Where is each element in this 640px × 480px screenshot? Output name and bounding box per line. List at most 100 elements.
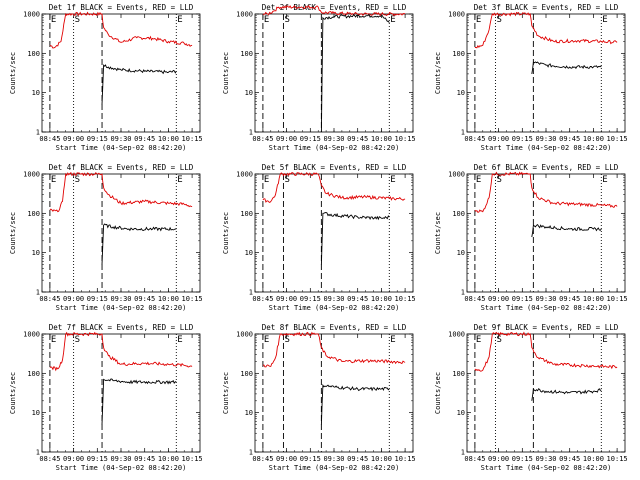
x-tick-label: 10:00	[158, 135, 179, 143]
time-marker-label: E	[476, 15, 481, 25]
y-axis-label: Counts/sec	[222, 372, 230, 414]
x-tick-label: 08:45	[464, 295, 485, 303]
chart-title: Det 1f BLACK = Events, RED = LLD	[49, 3, 194, 12]
time-marker-label: S	[284, 15, 289, 25]
plot-frame	[254, 173, 414, 293]
time-marker-label: S	[75, 335, 80, 345]
x-tick-label: 10:15	[182, 135, 203, 143]
time-marker-label: E	[602, 335, 607, 345]
chart-title: Det 4f BLACK = Events, RED = LLD	[49, 163, 194, 172]
lld-series-line	[474, 171, 618, 213]
time-marker-label: E	[390, 175, 395, 185]
events-series-line	[531, 61, 602, 74]
x-axis-label: Start Time (04-Sep-02 08:42:20)	[481, 464, 612, 472]
x-tick-label: 09:15	[512, 455, 533, 463]
x-tick-label: 09:15	[87, 295, 108, 303]
y-tick-label: 1	[461, 129, 465, 137]
time-marker-label: S	[284, 175, 289, 185]
y-tick-label: 1	[461, 449, 465, 457]
chart-panel: Det 3f BLACK = Events, RED = LLD 1 10 100 10…	[434, 3, 628, 152]
y-tick-label: 100	[240, 210, 253, 218]
x-tick-label: 09:00	[488, 135, 509, 143]
chart-panel: Det 1f BLACK = Events, RED = LLD 1 10 100 10…	[9, 3, 203, 152]
x-tick-label: 08:45	[252, 295, 273, 303]
x-tick-label: 08:45	[252, 455, 273, 463]
x-tick-label: 09:00	[276, 455, 297, 463]
x-tick-label: 09:30	[323, 295, 344, 303]
y-tick-label: 10	[457, 249, 465, 257]
x-axis-label: Start Time (04-Sep-02 08:42:20)	[269, 304, 400, 312]
time-marker-label: E	[390, 335, 395, 345]
events-series-line	[101, 223, 177, 265]
x-tick-label: 10:15	[182, 295, 203, 303]
plot-frame	[254, 333, 414, 453]
x-tick-label: 09:15	[512, 295, 533, 303]
plot-frame	[466, 13, 626, 133]
x-tick-label: 09:45	[134, 295, 155, 303]
chart-title: Det 5f BLACK = Events, RED = LLD	[262, 163, 407, 172]
x-tick-label: 10:15	[182, 455, 203, 463]
chart-title: Det 3f BLACK = Events, RED = LLD	[474, 3, 619, 12]
plot-frame	[466, 333, 626, 453]
plot-frame	[41, 173, 201, 293]
y-tick-label: 10	[32, 89, 40, 97]
x-tick-label: 09:30	[323, 455, 344, 463]
y-tick-label: 1	[36, 289, 40, 297]
y-tick-label: 1	[36, 449, 40, 457]
x-tick-label: 08:45	[464, 135, 485, 143]
x-tick-label: 09:30	[535, 135, 556, 143]
y-tick-label: 1000	[23, 171, 40, 179]
y-tick-label: 10	[32, 409, 40, 417]
y-axis-label: Counts/sec	[9, 212, 17, 254]
x-tick-label: 10:00	[371, 455, 392, 463]
lld-series-line	[49, 331, 193, 372]
lld-series-line	[474, 331, 618, 372]
y-tick-label: 1	[249, 129, 253, 137]
y-tick-label: 100	[27, 370, 40, 378]
chart-panel: Det 9f BLACK = Events, RED = LLD 1 10 100 10…	[434, 323, 628, 472]
y-tick-label: 1000	[23, 331, 40, 339]
time-marker-label: E	[476, 335, 481, 345]
events-series-line	[531, 223, 602, 238]
x-tick-label: 10:00	[583, 455, 604, 463]
x-tick-label: 09:45	[559, 135, 580, 143]
time-marker-label: E	[476, 175, 481, 185]
chart-title: Det 8f BLACK = Events, RED = LLD	[262, 323, 407, 332]
chart-title: Det 2f BLACK = Events, RED = LLD	[262, 3, 407, 12]
time-marker-label: E	[51, 335, 56, 345]
x-tick-label: 09:00	[276, 135, 297, 143]
y-tick-label: 100	[452, 210, 465, 218]
x-tick-label: 08:45	[464, 455, 485, 463]
x-tick-label: 09:30	[323, 135, 344, 143]
y-tick-label: 100	[27, 50, 40, 58]
x-tick-label: 09:30	[110, 135, 131, 143]
x-tick-label: 10:00	[583, 135, 604, 143]
x-tick-label: 09:00	[63, 455, 84, 463]
lld-series-line	[262, 4, 406, 17]
chart-panel: Det 4f BLACK = Events, RED = LLD 1 10 100 10…	[9, 163, 203, 312]
x-tick-label: 08:45	[252, 135, 273, 143]
events-series-line	[320, 212, 390, 265]
y-tick-label: 1000	[448, 331, 465, 339]
x-tick-label: 10:00	[583, 295, 604, 303]
time-marker-label: S	[496, 15, 501, 25]
x-tick-label: 09:15	[300, 135, 321, 143]
chart-panel: Det 6f BLACK = Events, RED = LLD 1 10 100 10…	[434, 163, 628, 312]
x-tick-label: 09:00	[63, 135, 84, 143]
time-marker-label: E	[51, 175, 56, 185]
x-tick-label: 09:45	[347, 455, 368, 463]
x-tick-label: 09:45	[559, 295, 580, 303]
y-tick-label: 1	[461, 289, 465, 297]
y-tick-label: 1	[36, 129, 40, 137]
x-tick-label: 09:45	[347, 135, 368, 143]
y-axis-label: Counts/sec	[222, 212, 230, 254]
x-tick-label: 10:15	[607, 455, 628, 463]
x-tick-label: 09:15	[87, 455, 108, 463]
time-marker-label: S	[496, 335, 501, 345]
events-series-line	[101, 64, 177, 105]
chart-title: Det 7f BLACK = Events, RED = LLD	[49, 323, 194, 332]
x-tick-label: 09:30	[535, 295, 556, 303]
chart-panel: Det 7f BLACK = Events, RED = LLD 1 10 100 10…	[9, 323, 203, 472]
y-tick-label: 1000	[23, 11, 40, 19]
